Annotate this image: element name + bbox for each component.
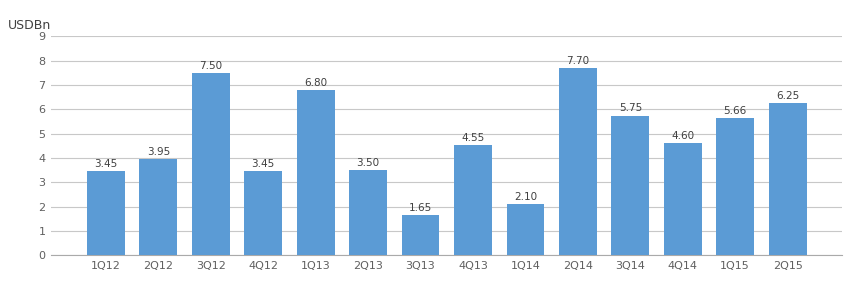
Bar [717, 118, 754, 255]
Bar [506, 204, 545, 255]
Text: 5.75: 5.75 [619, 103, 642, 113]
Text: 1.65: 1.65 [409, 203, 432, 213]
Text: 6.80: 6.80 [304, 78, 328, 88]
Text: 3.45: 3.45 [94, 159, 117, 169]
Bar [349, 170, 387, 255]
Bar [244, 171, 283, 255]
Bar [454, 145, 492, 255]
Bar [140, 159, 177, 255]
Text: 4.55: 4.55 [461, 133, 484, 143]
Text: 3.50: 3.50 [357, 158, 380, 168]
Text: 3.95: 3.95 [146, 147, 170, 157]
Bar [402, 215, 439, 255]
Text: 6.25: 6.25 [776, 91, 799, 101]
Bar [559, 68, 597, 255]
Bar [664, 143, 701, 255]
Bar [192, 73, 230, 255]
Bar [297, 90, 334, 255]
Text: 4.60: 4.60 [671, 131, 694, 141]
Text: 7.50: 7.50 [199, 61, 222, 71]
Text: 7.70: 7.70 [566, 56, 590, 66]
Bar [768, 103, 807, 255]
Text: USDBn: USDBn [8, 19, 51, 32]
Text: 5.66: 5.66 [723, 105, 747, 116]
Bar [611, 116, 649, 255]
Text: 2.10: 2.10 [514, 192, 537, 202]
Bar [87, 171, 125, 255]
Text: 3.45: 3.45 [252, 159, 275, 169]
